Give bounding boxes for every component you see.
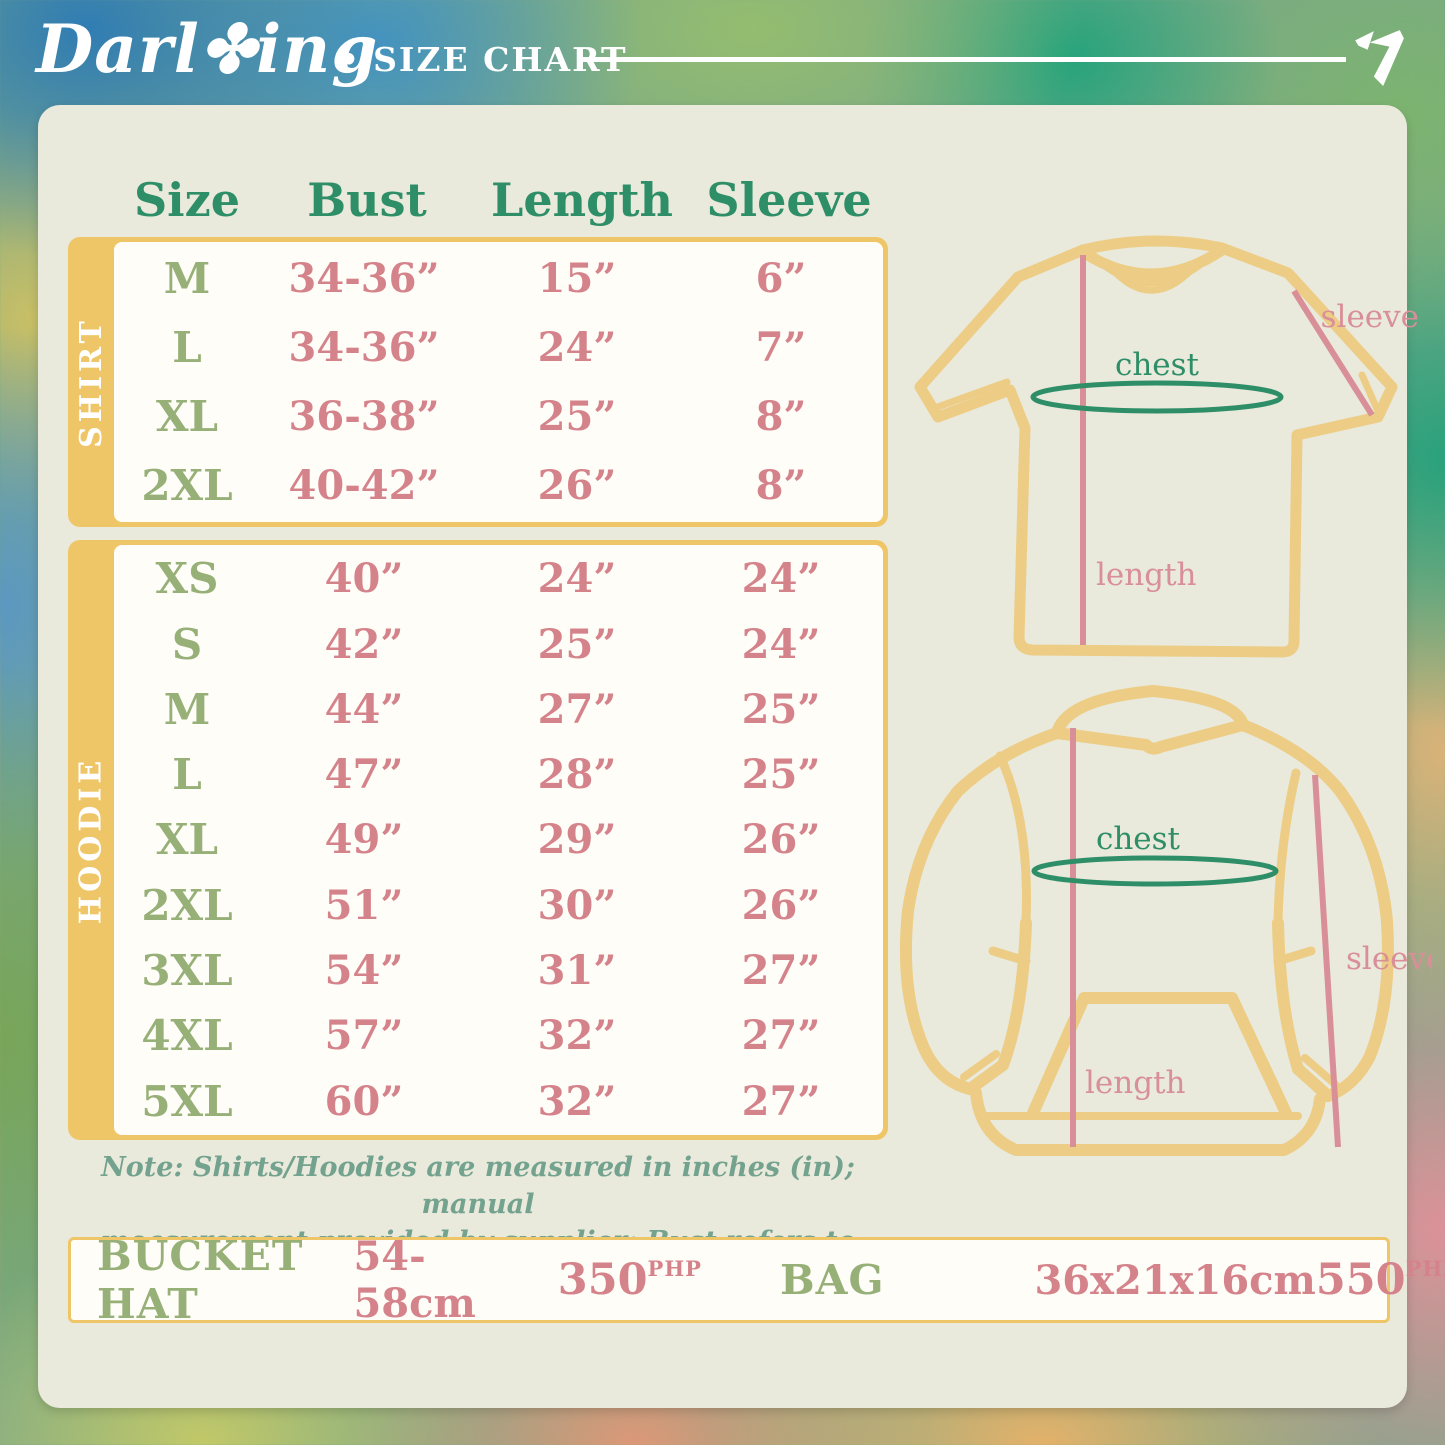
- bag-label: BAG: [779, 1256, 885, 1304]
- bust-cell: 40”: [324, 555, 404, 603]
- sleeve-cell: 8”: [755, 462, 807, 510]
- note-line-1: Note: Shirts/Hoodies are measured in inc…: [101, 1152, 855, 1220]
- length-cell: 27”: [537, 685, 617, 733]
- hoodie-table-body: XS 40” 24” 24” S 42” 25” 24” M 44” 27” 2…: [112, 543, 885, 1137]
- bucket-hat-price: 350PHP: [558, 1255, 702, 1305]
- bust-cell: 34-36”: [288, 254, 440, 302]
- length-cell: 15”: [537, 254, 617, 302]
- bag-price-value: 550: [1315, 1255, 1406, 1305]
- length-cell: 28”: [537, 751, 617, 799]
- length-cell: 32”: [537, 1012, 617, 1060]
- size-cell: M: [163, 684, 211, 734]
- content-panel: Size Bust Length Sleeve SHIRT M 34-36” 1…: [38, 105, 1445, 1408]
- length-cell: 26”: [537, 462, 617, 510]
- col-header-bust: Bust: [307, 173, 427, 227]
- size-cell: XL: [155, 392, 219, 442]
- tshirt-length-label: length: [1096, 557, 1197, 593]
- shirt-table-body: M 34-36” 15” 6” L 34-36” 24” 7” XL 36-38…: [112, 240, 885, 524]
- bust-cell: 51”: [324, 881, 404, 929]
- size-cell: XS: [155, 554, 219, 604]
- sleeve-cell: 24”: [741, 620, 821, 668]
- accessories-bar: BUCKET HAT 54-58cm 350PHP BAG 36x21x16cm…: [68, 1232, 1445, 1328]
- brand-logo-text: Darl✤ing: [36, 10, 379, 88]
- tshirt-sleeve-label: sleeve: [1321, 299, 1419, 335]
- sleeve-cell: 26”: [741, 816, 821, 864]
- tshirt-measurement-diagram: chest length sleeve: [914, 235, 1419, 658]
- sleeve-cell: 25”: [741, 685, 821, 733]
- hoodie-size-table: HOODIE XS 40” 24” 24” S 42” 25” 24” M 44…: [68, 540, 888, 1140]
- sleeve-cell: 26”: [741, 881, 821, 929]
- hoodie-measurement-diagram: chest length sleeve: [899, 685, 1432, 1156]
- col-header-size: Size: [133, 173, 241, 227]
- size-cell: 3XL: [141, 946, 233, 996]
- size-cell: 2XL: [141, 880, 233, 930]
- sleeve-cell: 27”: [741, 1077, 821, 1125]
- size-cell: XL: [155, 815, 219, 865]
- length-cell: 32”: [537, 1077, 617, 1125]
- length-cell: 31”: [537, 947, 617, 995]
- size-cell: L: [172, 322, 202, 372]
- col-header-length: Length: [491, 173, 673, 227]
- bucket-hat-label: BUCKET HAT: [97, 1232, 304, 1328]
- bag-currency: PHP: [1405, 1256, 1445, 1281]
- length-cell: 29”: [537, 816, 617, 864]
- header-rule: [580, 57, 1346, 62]
- size-cell: L: [172, 750, 202, 800]
- sleeve-cell: 25”: [741, 751, 821, 799]
- bag-price: 550PHP: [1316, 1255, 1445, 1305]
- shirt-size-table: SHIRT M 34-36” 15” 6” L 34-36” 24” 7” XL: [68, 237, 888, 527]
- tshirt-outline: [914, 235, 1398, 658]
- hoodie-table-label: HOODIE: [73, 756, 109, 924]
- bust-cell: 60”: [324, 1077, 404, 1125]
- hoodie-outline: [899, 685, 1394, 1156]
- bust-cell: 47”: [324, 751, 404, 799]
- size-cell: 4XL: [141, 1011, 233, 1061]
- length-cell: 24”: [537, 555, 617, 603]
- tshirt-measurement-lines: [1030, 255, 1375, 645]
- sleeve-cell: 8”: [755, 393, 807, 441]
- col-header-sleeve: Sleeve: [706, 173, 872, 227]
- bust-cell: 42”: [324, 620, 404, 668]
- dot-separator: •: [338, 40, 362, 79]
- size-cell: M: [163, 253, 211, 303]
- seventeen-logo-icon: [1355, 30, 1404, 86]
- hoodie-sleeve-label: sleeve: [1346, 941, 1432, 977]
- hoodie-length-label: length: [1085, 1065, 1186, 1101]
- table-column-headers: Size Bust Length Sleeve: [112, 169, 886, 231]
- sleeve-cell: 27”: [741, 1012, 821, 1060]
- bag-size: 36x21x16cm: [1034, 1256, 1316, 1304]
- hoodie-table-tab: HOODIE: [68, 540, 114, 1140]
- bucket-hat-currency: PHP: [647, 1256, 702, 1281]
- length-cell: 30”: [537, 881, 617, 929]
- bust-cell: 57”: [324, 1012, 404, 1060]
- sleeve-cell: 6”: [755, 254, 807, 302]
- bust-cell: 34-36”: [288, 323, 440, 371]
- hoodie-chest-label: chest: [1096, 821, 1181, 857]
- bust-cell: 54”: [324, 947, 404, 995]
- size-cell: S: [171, 619, 203, 669]
- shirt-table-tab: SHIRT: [68, 237, 114, 527]
- bust-cell: 49”: [324, 816, 404, 864]
- bust-cell: 40-42”: [288, 462, 440, 510]
- sleeve-cell: 27”: [741, 947, 821, 995]
- hoodie-measurement-lines: [1031, 728, 1341, 1148]
- shirt-table-label: SHIRT: [73, 316, 109, 448]
- size-cell: 2XL: [141, 461, 233, 511]
- length-cell: 24”: [537, 323, 617, 371]
- bucket-hat-price-value: 350: [557, 1255, 648, 1305]
- size-cell: 5XL: [141, 1076, 233, 1126]
- bucket-hat-size: 54-58cm: [353, 1233, 476, 1327]
- bust-cell: 36-38”: [288, 393, 440, 441]
- length-cell: 25”: [537, 620, 617, 668]
- sleeve-cell: 7”: [755, 323, 807, 371]
- sleeve-cell: 24”: [741, 555, 821, 603]
- tshirt-chest-label: chest: [1115, 347, 1200, 383]
- length-cell: 25”: [537, 393, 617, 441]
- bust-cell: 44”: [324, 685, 404, 733]
